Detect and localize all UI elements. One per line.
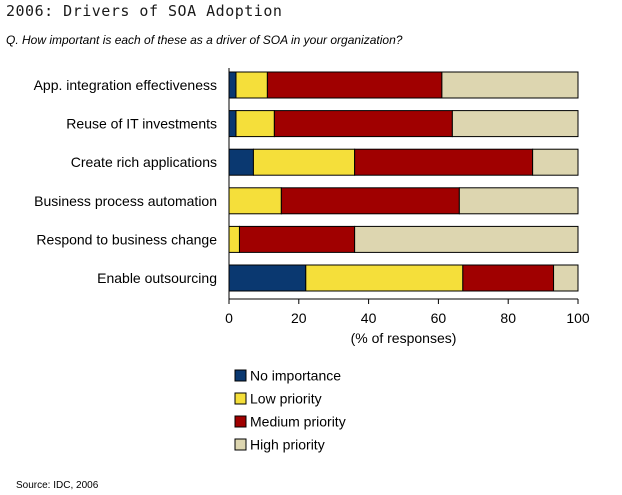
bar-segment-medium-priority <box>462 264 555 292</box>
legend-swatch <box>234 438 247 451</box>
x-tick-label: 60 <box>431 310 447 326</box>
bar-segment-high-priority <box>532 148 579 176</box>
bar-segment-high-priority <box>553 264 579 292</box>
legend-label: High priority <box>250 437 325 453</box>
category-labels: App. integration effectiveness Reuse of I… <box>34 77 218 286</box>
category-label: App. integration effectiveness <box>34 77 217 93</box>
bar-segment-medium-priority <box>273 110 453 138</box>
bar-row-business-process-automation <box>228 187 579 215</box>
bar-segment-high-priority <box>354 225 579 253</box>
category-label: Create rich applications <box>71 154 217 170</box>
x-tick-label: 80 <box>500 310 516 326</box>
bar-segment-low-priority <box>228 225 240 253</box>
bars-layer <box>228 71 579 292</box>
bar-row-create-rich-applications <box>228 148 579 176</box>
bar-row-reuse-of-it-investments <box>228 110 579 138</box>
x-tick-label: 40 <box>361 310 377 326</box>
x-axis-title: (% of responses) <box>351 330 457 346</box>
legend-label: Low priority <box>250 391 322 407</box>
legend-swatch <box>234 392 247 405</box>
bar-segment-low-priority <box>228 187 282 215</box>
category-label: Business process automation <box>34 193 217 209</box>
bar-segment-high-priority <box>441 71 579 99</box>
bar-segment-high-priority <box>451 110 579 138</box>
bar-row-respond-to-business-change <box>228 225 579 253</box>
bar-segment-medium-priority <box>280 187 460 215</box>
bar-segment-low-priority <box>235 110 275 138</box>
bar-segment-no-importance <box>228 110 237 138</box>
bar-segment-low-priority <box>235 71 268 99</box>
legend-swatch <box>234 415 247 428</box>
x-tick-label: 100 <box>566 310 590 326</box>
bar-row-enable-outsourcing <box>228 264 579 292</box>
bar-segment-medium-priority <box>238 225 356 253</box>
bar-segment-medium-priority <box>354 148 534 176</box>
bar-segment-no-importance <box>228 264 307 292</box>
category-label: Respond to business change <box>36 231 217 247</box>
chart-title: 2006: Drivers of SOA Adoption <box>6 2 283 20</box>
survey-question: Q. How important is each of these as a d… <box>6 33 403 47</box>
source-note: Source: IDC, 2006 <box>16 480 99 491</box>
legend: No importance Low priority Medium priority… <box>234 368 346 453</box>
x-tick-label: 0 <box>225 310 233 326</box>
legend-swatch <box>234 369 247 382</box>
bar-segment-no-importance <box>228 148 254 176</box>
bar-segment-low-priority <box>305 264 464 292</box>
category-label: Enable outsourcing <box>97 270 217 286</box>
bar-segment-high-priority <box>458 187 579 215</box>
legend-item-low-priority: Low priority <box>234 391 322 407</box>
legend-label: Medium priority <box>250 414 346 430</box>
bar-segment-no-importance <box>228 71 237 99</box>
bar-row-app-integration-effectiveness <box>228 71 579 99</box>
x-tick-label: 20 <box>291 310 307 326</box>
legend-label: No importance <box>250 368 341 384</box>
x-axis: 0 20 40 60 80 100 (% of responses) <box>225 68 590 346</box>
legend-item-no-importance: No importance <box>234 368 341 384</box>
bar-segment-low-priority <box>252 148 356 176</box>
bar-segment-medium-priority <box>266 71 443 99</box>
legend-item-high-priority: High priority <box>234 437 325 453</box>
legend-item-medium-priority: Medium priority <box>234 414 346 430</box>
category-label: Reuse of IT investments <box>66 116 217 132</box>
